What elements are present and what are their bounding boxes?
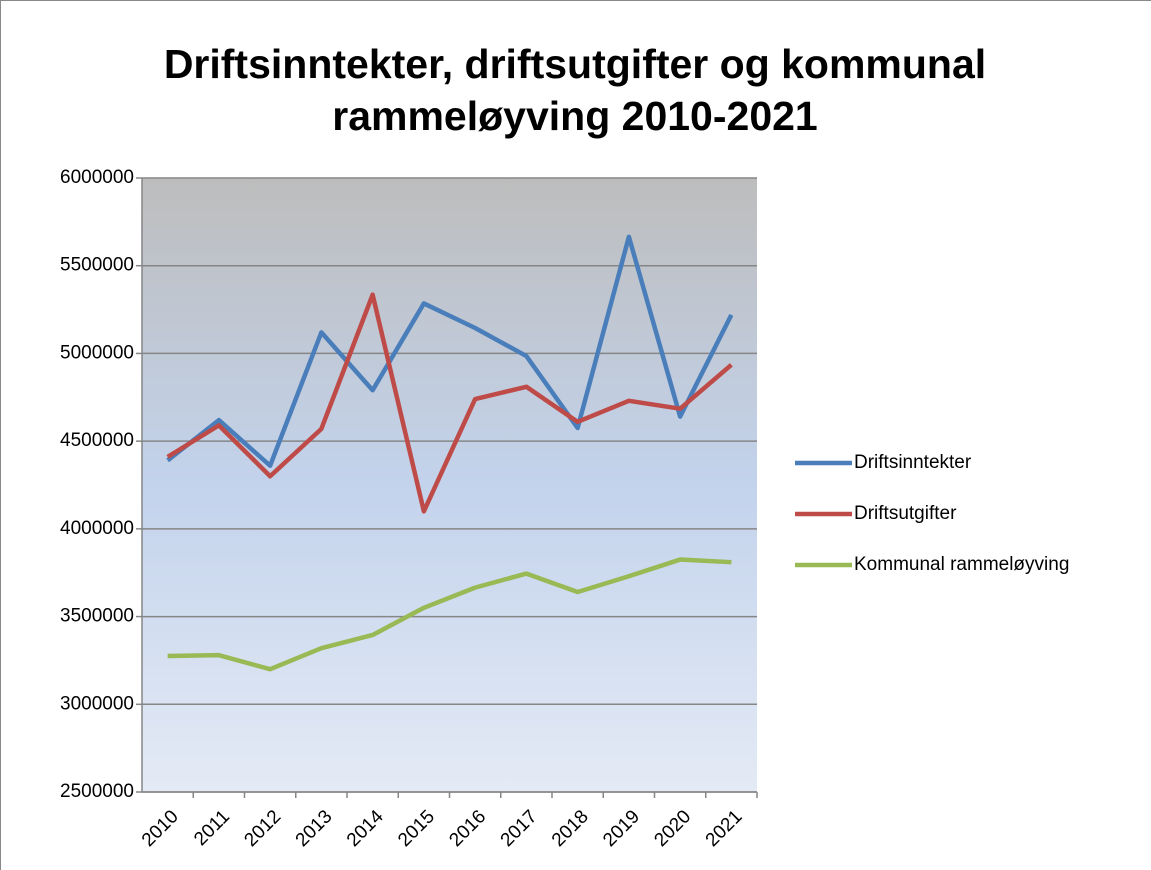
x-tick-label: 2016 bbox=[445, 806, 490, 851]
x-tick-label: 2015 bbox=[394, 806, 439, 851]
legend-label: Driftsutgifter bbox=[854, 503, 957, 524]
x-tick-label: 2011 bbox=[190, 806, 234, 850]
x-tick-label: 2017 bbox=[497, 806, 542, 851]
plot-area bbox=[142, 178, 757, 792]
chart-title: Driftsinntekter, driftsutgifter og kommu… bbox=[163, 41, 987, 139]
x-tick-label: 2014 bbox=[343, 806, 388, 851]
legend-label: Kommunal rammeløyving bbox=[854, 554, 1069, 575]
y-tick-label: 2500000 bbox=[60, 781, 134, 802]
x-tick-label: 2021 bbox=[702, 806, 747, 851]
x-tick-label: 2013 bbox=[292, 806, 337, 851]
x-tick-label: 2019 bbox=[599, 806, 644, 851]
data-line bbox=[166, 292, 733, 514]
data-line bbox=[167, 557, 732, 672]
y-tick-label: 4500000 bbox=[60, 430, 134, 451]
x-tick-label: 2012 bbox=[240, 806, 285, 851]
x-tick-label: 2020 bbox=[650, 806, 695, 851]
legend-label: Driftsinntekter bbox=[854, 452, 972, 473]
y-tick-label: 3500000 bbox=[60, 606, 134, 627]
y-tick-label: 6000000 bbox=[60, 167, 134, 188]
y-tick-label: 5000000 bbox=[60, 342, 134, 363]
y-tick-label: 5500000 bbox=[60, 255, 134, 276]
x-tick-label: 2018 bbox=[548, 806, 593, 851]
y-tick-label: 4000000 bbox=[60, 518, 134, 539]
y-tick-label: 3000000 bbox=[60, 693, 134, 714]
x-tick-label: 2010 bbox=[138, 806, 183, 851]
data-line bbox=[166, 234, 734, 468]
